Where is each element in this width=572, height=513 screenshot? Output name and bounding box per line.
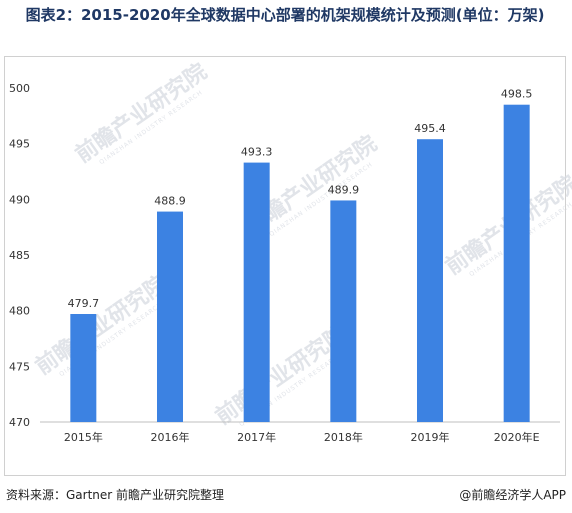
x-tick-label: 2019年	[411, 430, 450, 444]
bar	[70, 314, 97, 422]
x-tick-label: 2018年	[324, 430, 363, 444]
data-label: 489.9	[328, 183, 360, 196]
x-tick-label: 2016年	[151, 430, 190, 444]
brand-note: @前瞻经济学人APP	[459, 488, 566, 502]
y-tick-label: 475	[9, 360, 30, 373]
bar	[243, 162, 270, 423]
data-label: 493.3	[241, 146, 273, 159]
bar	[330, 200, 357, 422]
data-label: 498.5	[501, 88, 533, 101]
x-tick-label: 2020年E	[494, 430, 540, 444]
y-tick-label: 500	[9, 82, 30, 95]
data-label: 488.9	[154, 195, 186, 208]
x-tick-label: 2017年	[237, 430, 276, 444]
y-tick-label: 495	[9, 138, 30, 151]
bar	[157, 211, 183, 422]
y-tick-label: 470	[9, 416, 30, 429]
data-label: 479.7	[68, 297, 100, 310]
bar	[503, 104, 530, 422]
chart-frame: 前瞻产业研究院 QIANZHAN INDUSTRY RESEARCH 前瞻产业研…	[4, 56, 572, 476]
source-note: 资料来源：Gartner 前瞻产业研究院整理	[6, 488, 225, 502]
y-tick-label: 490	[9, 193, 30, 206]
x-tick-label: 2015年	[64, 430, 103, 444]
y-tick-label: 485	[9, 249, 30, 262]
y-tick-label: 480	[9, 305, 30, 318]
chart-title: 图表2：2015-2020年全球数据中心部署的机架规模统计及预测(单位：万架)	[25, 6, 545, 24]
bar	[417, 139, 443, 423]
data-label: 495.4	[414, 122, 446, 135]
